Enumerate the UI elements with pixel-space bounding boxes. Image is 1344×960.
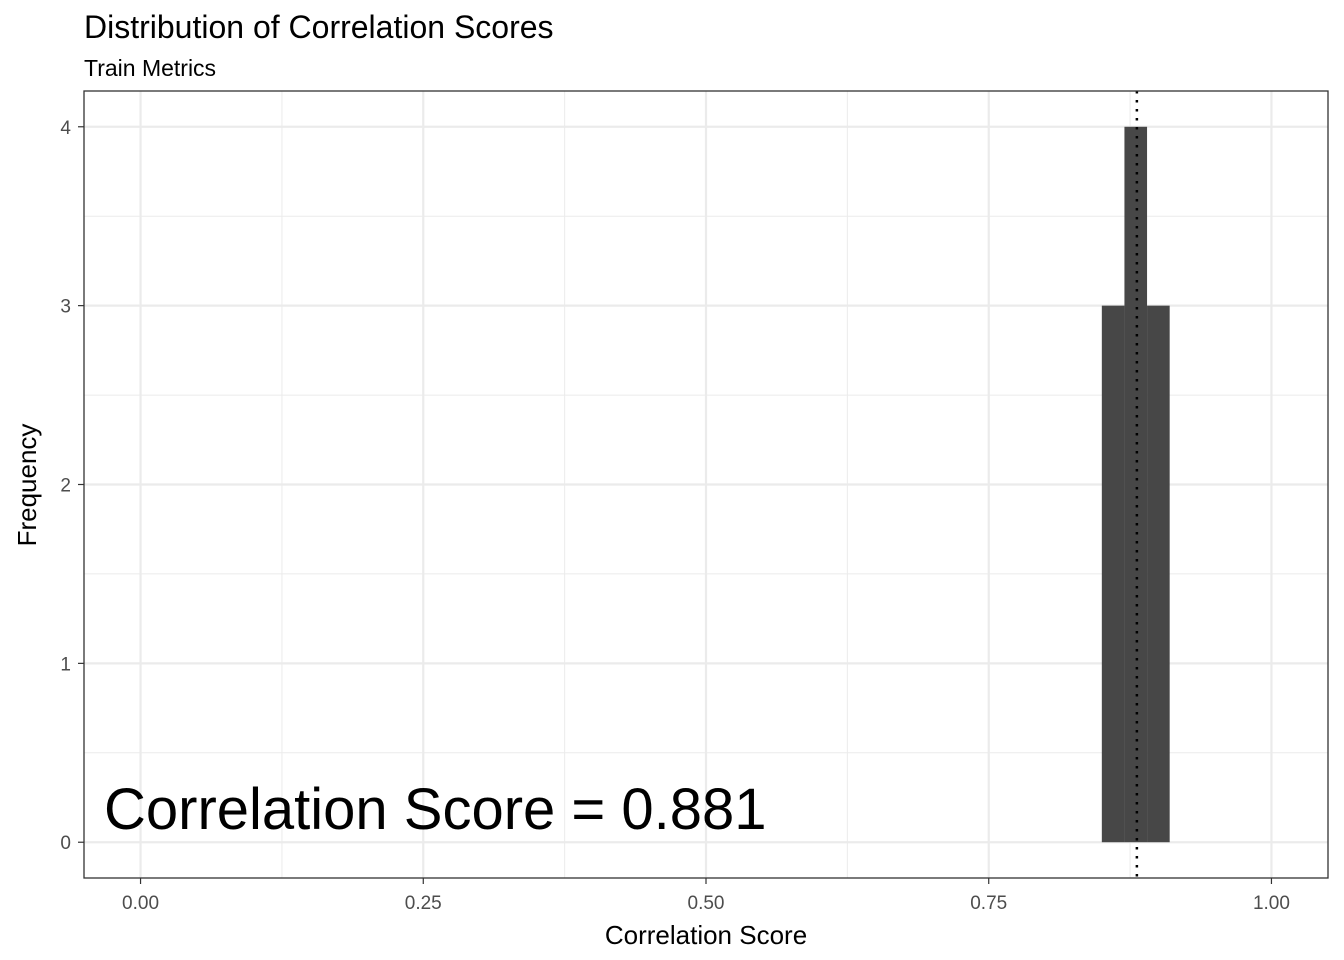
x-tick-label: 1.00 (1253, 893, 1290, 914)
y-tick-label: 4 (60, 118, 71, 139)
histogram-bars (1101, 126, 1170, 843)
x-tick-label: 0.50 (688, 893, 725, 914)
correlation-annotation: Correlation Score = 0.881 (104, 777, 767, 842)
y-tick-label: 2 (60, 476, 71, 497)
x-tick-label: 0.25 (405, 893, 442, 914)
histogram-bar (1147, 305, 1170, 843)
x-tick-label: 0.75 (970, 893, 1007, 914)
y-tick-label: 0 (60, 833, 71, 854)
y-axis: 0 1 2 3 4 (60, 118, 84, 854)
x-axis-title: Correlation Score (605, 920, 807, 950)
chart-title: Distribution of Correlation Scores (84, 9, 554, 45)
x-tick-label: 0.00 (122, 893, 159, 914)
major-gridlines (84, 91, 1328, 878)
y-tick-label: 1 (60, 654, 71, 675)
histogram-bar (1101, 305, 1125, 843)
y-tick-label: 3 (60, 297, 71, 318)
x-axis: 0.00 0.25 0.50 0.75 1.00 (122, 878, 1290, 914)
y-axis-title: Frequency (12, 424, 42, 547)
histogram-bar (1124, 126, 1148, 843)
chart-subtitle: Train Metrics (84, 55, 216, 81)
